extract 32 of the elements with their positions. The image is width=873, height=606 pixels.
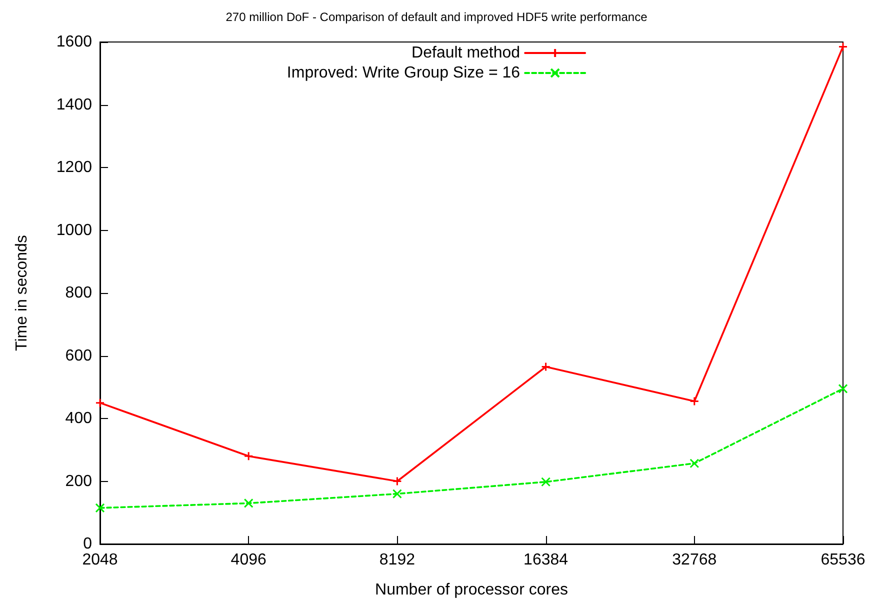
point xyxy=(838,384,848,394)
point xyxy=(690,458,700,468)
legend-label: Default method xyxy=(412,44,520,62)
y-tick-label: 1000 xyxy=(56,222,92,239)
y-tick-label: 600 xyxy=(65,347,92,364)
y-axis-title: Time in seconds xyxy=(14,235,30,351)
x-tick-label: 4096 xyxy=(230,552,266,568)
point xyxy=(690,396,700,406)
y-tick-label: 1200 xyxy=(56,159,92,176)
y-tick-label: 400 xyxy=(65,410,92,427)
y-tick-label: 0 xyxy=(83,536,92,552)
x-tick-label: 8192 xyxy=(379,552,416,568)
x-tick-label: 2048 xyxy=(82,552,118,568)
chart-title: 270 million DoF - Comparison of default and improved HDF5 write performance xyxy=(226,10,648,24)
legend-label: Improved: Write Group Size = 16 xyxy=(286,64,520,82)
point xyxy=(541,362,551,372)
x-tick-label: 65536 xyxy=(820,552,866,568)
y-tick-label: 1600 xyxy=(56,34,92,50)
y-tick-label: 800 xyxy=(65,284,92,302)
point xyxy=(244,451,254,461)
x-axis-title: Number of processor cores xyxy=(375,582,568,598)
point xyxy=(244,498,254,508)
point xyxy=(541,477,551,487)
point xyxy=(392,489,402,499)
point xyxy=(95,398,105,408)
point xyxy=(95,503,105,513)
point xyxy=(838,42,848,52)
x-tick-label: 16384 xyxy=(524,552,568,568)
point xyxy=(392,476,402,486)
y-tick-label: 200 xyxy=(65,472,92,490)
y-tick-label: 1400 xyxy=(56,96,92,114)
x-tick-label: 32768 xyxy=(672,552,717,568)
